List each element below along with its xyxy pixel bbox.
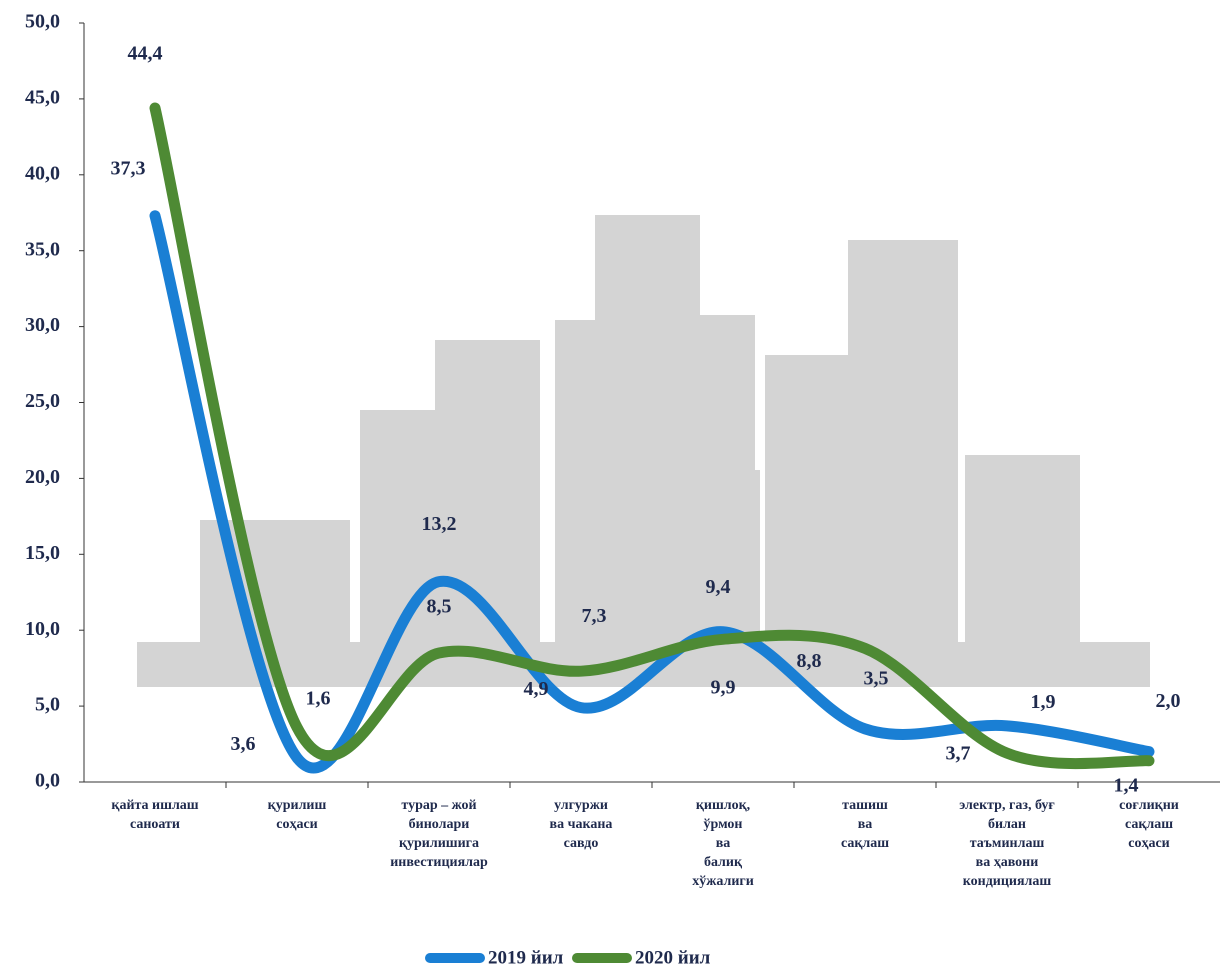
y-tick-label: 50,0 (25, 11, 60, 33)
data-label: 1,9 (1031, 691, 1056, 713)
x-tick-label: электр, газ, буғ билан таъминлаш ва ҳаво… (959, 798, 1055, 889)
data-label: 3,7 (946, 742, 971, 764)
x-tick-label: ташиш ва сақлаш (840, 798, 890, 851)
data-label: 8,5 (427, 596, 452, 618)
data-label: 4,9 (524, 678, 549, 700)
series-line (149, 102, 1155, 770)
data-label: 1,6 (306, 687, 331, 709)
y-tick-label: 5,0 (35, 694, 60, 716)
data-label: 37,3 (111, 157, 146, 179)
y-tick-label: 0,0 (35, 770, 60, 792)
y-tick-label: 40,0 (25, 162, 60, 184)
data-label: 1,4 (1114, 774, 1139, 796)
x-tick-label: қайта ишлаш саноати (111, 798, 199, 832)
x-tick-label: турар – жой бинолари қурилишига инвестиц… (390, 798, 488, 870)
data-label: 7,3 (582, 605, 607, 627)
y-tick-label: 20,0 (25, 466, 60, 488)
y-tick-label: 25,0 (25, 390, 60, 412)
x-tick-label: қурилиш соҳаси (267, 798, 327, 832)
y-tick-label: 35,0 (25, 238, 60, 260)
data-label: 3,5 (864, 667, 889, 689)
data-label: 8,8 (797, 650, 822, 672)
y-tick-label: 45,0 (25, 86, 60, 108)
data-label: 3,6 (231, 733, 256, 755)
data-label: 9,4 (706, 576, 731, 598)
y-tick-label: 10,0 (25, 618, 60, 640)
x-tick-label: соғлиқни сақлаш соҳаси (1119, 798, 1179, 851)
data-label: 2,0 (1156, 690, 1181, 712)
data-label: 9,9 (711, 676, 736, 698)
series-line (149, 210, 1155, 774)
background-buildings (137, 215, 1150, 687)
data-label: 13,2 (422, 513, 457, 535)
y-tick-label: 30,0 (25, 314, 60, 336)
data-label: 44,4 (128, 43, 163, 65)
y-tick-label: 15,0 (25, 542, 60, 564)
x-tick-label: қишлоқ, ўрмон ва балиқ хўжалиги (692, 798, 754, 889)
x-tick-label: улгуржи ва чакана савдо (549, 798, 613, 851)
